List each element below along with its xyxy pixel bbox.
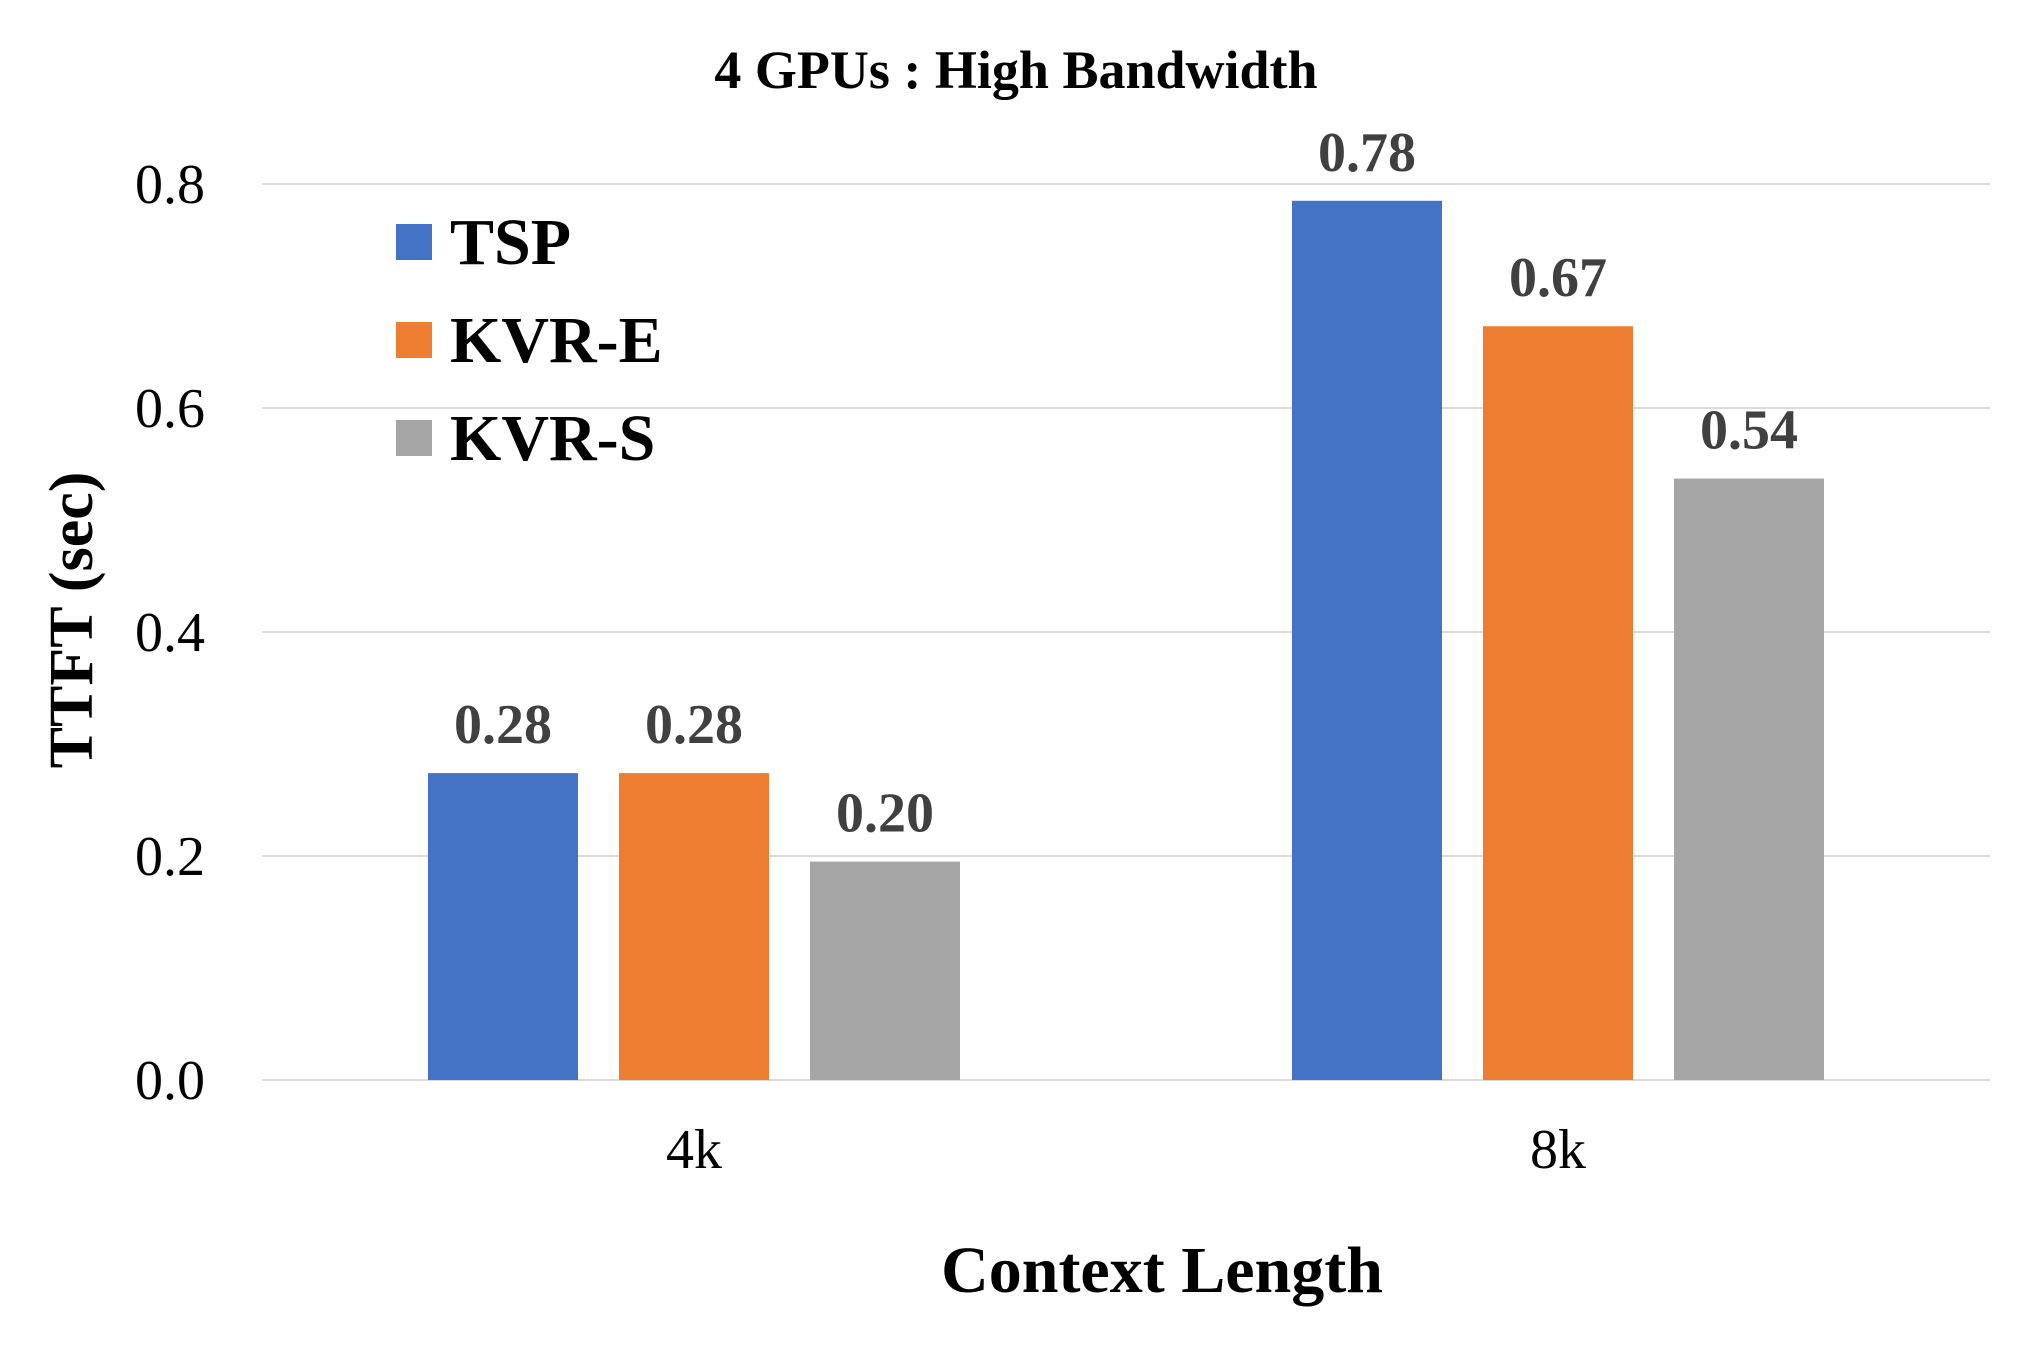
y-tick-label: 0.6 (135, 378, 205, 440)
data-label: 0.78 (1318, 122, 1416, 184)
bar-kvr-s-8k (1674, 478, 1824, 1080)
bars (428, 200, 1824, 1081)
legend-swatch (396, 224, 432, 260)
data-labels: 0.28 0.28 0.20 0.78 0.67 0.54 (454, 122, 1798, 845)
x-axis-tick-labels: 4k 8k (666, 1119, 1586, 1181)
x-axis-label: Context Length (941, 1234, 1383, 1307)
bar-kvr-s-4k (810, 861, 960, 1080)
y-tick-label: 0.4 (135, 602, 205, 664)
y-tick-label: 0.8 (135, 154, 205, 216)
bar-tsp-4k (428, 773, 578, 1080)
chart-title: 4 GPUs : High Bandwidth (714, 40, 1317, 100)
y-tick-label: 0.0 (135, 1050, 205, 1112)
bar-tsp-8k (1292, 200, 1442, 1081)
x-tick-label: 4k (666, 1119, 722, 1181)
data-label: 0.28 (454, 694, 552, 756)
data-label: 0.20 (836, 783, 934, 845)
legend-swatch (396, 322, 432, 358)
legend-label: TSP (450, 206, 571, 279)
y-axis-label: TTFT (sec) (38, 472, 106, 769)
data-label: 0.67 (1509, 247, 1607, 309)
y-tick-label: 0.2 (135, 826, 205, 888)
bar-kvr-e-4k (619, 773, 769, 1080)
x-tick-label: 8k (1530, 1119, 1586, 1181)
y-axis-tick-labels: 0.0 0.2 0.4 0.6 0.8 (135, 154, 205, 1112)
bar-kvr-e-8k (1483, 326, 1633, 1080)
legend: TSP KVR-E KVR-S (396, 206, 663, 475)
legend-label: KVR-S (450, 402, 655, 475)
data-label: 0.28 (645, 694, 743, 756)
legend-swatch (396, 420, 432, 456)
legend-label: KVR-E (450, 304, 663, 377)
data-label: 0.54 (1700, 400, 1798, 462)
